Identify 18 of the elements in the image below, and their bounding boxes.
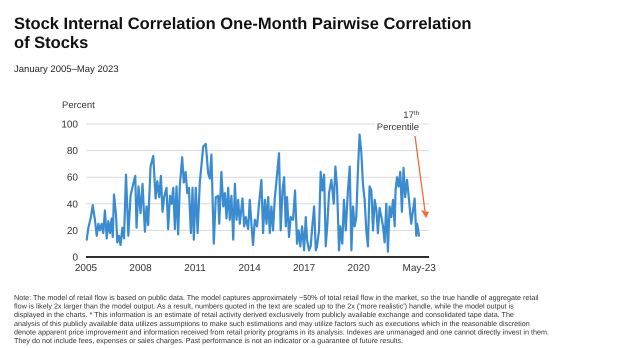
chart-title: Stock Internal Correlation One-Month Pairwise Correlation of Stocks xyxy=(14,15,472,52)
x-tick-label: 2011 xyxy=(184,263,206,274)
x-tick-label: 2008 xyxy=(129,263,152,274)
y-tick-label: 20 xyxy=(66,226,78,237)
y-tick-label: 80 xyxy=(66,146,78,158)
y-axis-title: Percent xyxy=(62,100,96,111)
x-tick-label: May-23 xyxy=(402,263,436,274)
x-tick-label: 2017 xyxy=(293,263,316,274)
chart-subtitle: January 2005–May 2023 xyxy=(14,64,119,75)
x-tick-label: 2005 xyxy=(74,263,98,274)
line-series xyxy=(86,134,420,253)
annotation: 17$^{th}$ Percentile xyxy=(376,110,420,133)
y-tick-label: 100 xyxy=(61,120,78,130)
x-tick-label: 2020 xyxy=(348,263,370,274)
y-tick-label: 0 xyxy=(72,252,78,264)
x-tick-label: 2014 xyxy=(238,263,262,274)
y-tick-label: 60 xyxy=(66,172,78,184)
y-tick-label: 40 xyxy=(66,199,78,210)
